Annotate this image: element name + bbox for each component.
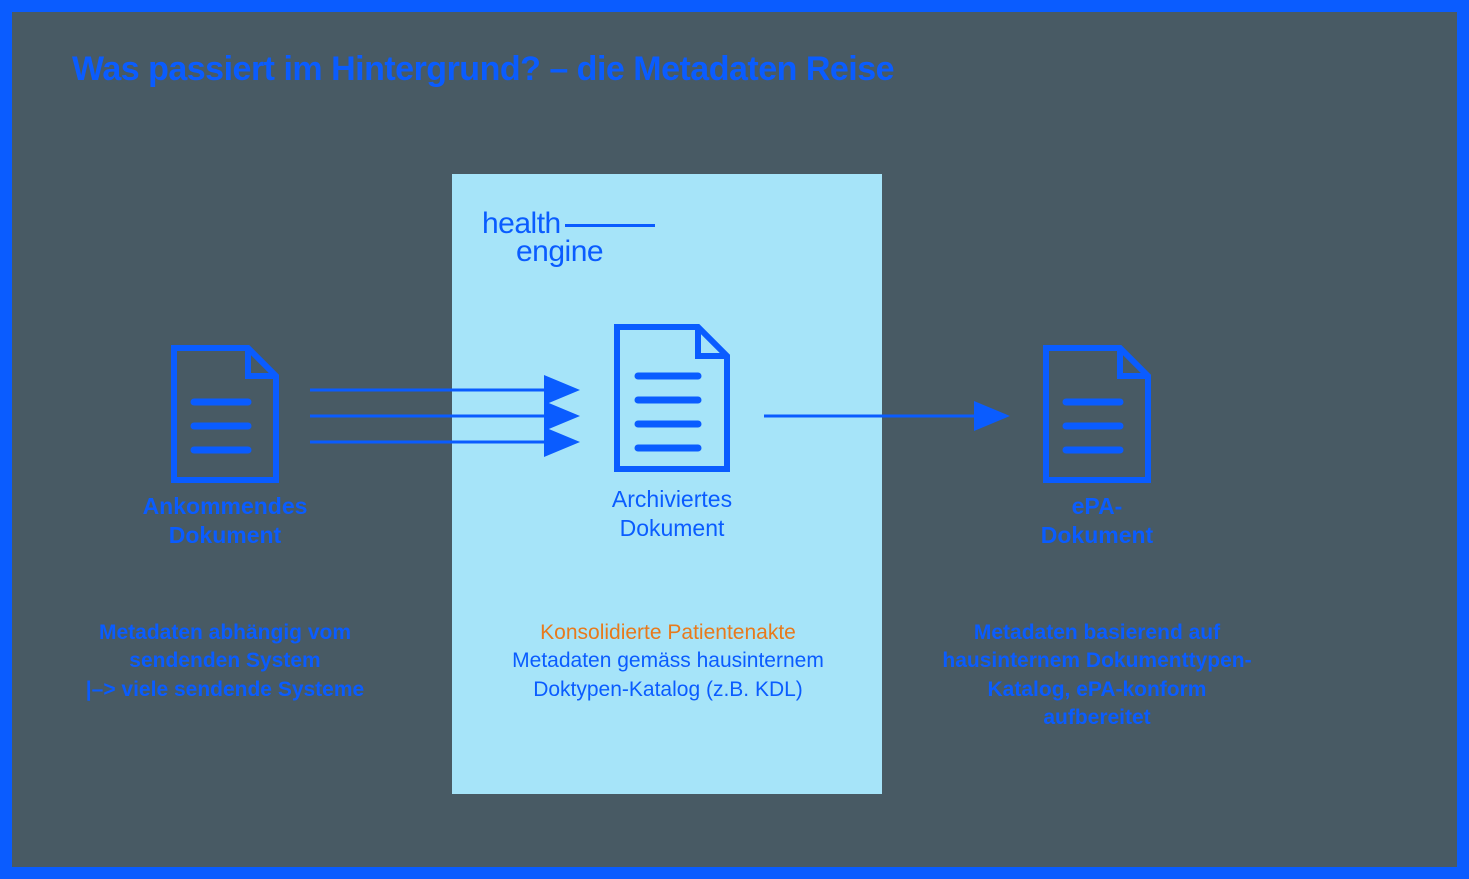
center-label-l2: Dokument [620, 515, 725, 541]
left-label-l2: Dokument [169, 522, 281, 548]
center-label-l1: Archiviertes [612, 486, 732, 512]
left-desc-l2: sendenden System [129, 649, 320, 672]
left-desc-l1: Metadaten abhängig vom [99, 621, 351, 644]
left-desc-l3: |–> viele sendende Systeme [86, 678, 364, 701]
right-column-label: ePA- Dokument [947, 492, 1247, 550]
left-column-desc: Metadaten abhängig vom sendenden System … [55, 619, 395, 704]
right-label-l2: Dokument [1041, 522, 1153, 548]
arrows-left-to-center [12, 12, 1469, 879]
diagram-frame: Was passiert im Hintergrund? – die Metad… [0, 0, 1469, 879]
right-desc-l4: aufbereitet [1043, 706, 1150, 729]
center-desc-orange: Konsolidierte Patientenakte [540, 621, 796, 644]
right-label-l1: ePA- [1072, 493, 1123, 519]
right-desc-l3: Katalog, ePA-konform [988, 678, 1207, 701]
right-column-desc: Metadaten basierend auf hausinternem Dok… [927, 619, 1267, 732]
right-desc-l1: Metadaten basierend auf [974, 621, 1220, 644]
center-column-desc: Konsolidierte Patientenakte Metadaten ge… [478, 619, 858, 704]
left-column-label: Ankommendes Dokument [75, 492, 375, 550]
center-desc-l2: Metadaten gemäss hausinternem [512, 649, 824, 672]
center-column-label: Archiviertes Dokument [522, 485, 822, 543]
center-desc-l3: Doktypen-Katalog (z.B. KDL) [533, 678, 803, 701]
right-desc-l2: hausinternem Dokumenttypen- [942, 649, 1251, 672]
left-label-l1: Ankommendes [143, 493, 308, 519]
